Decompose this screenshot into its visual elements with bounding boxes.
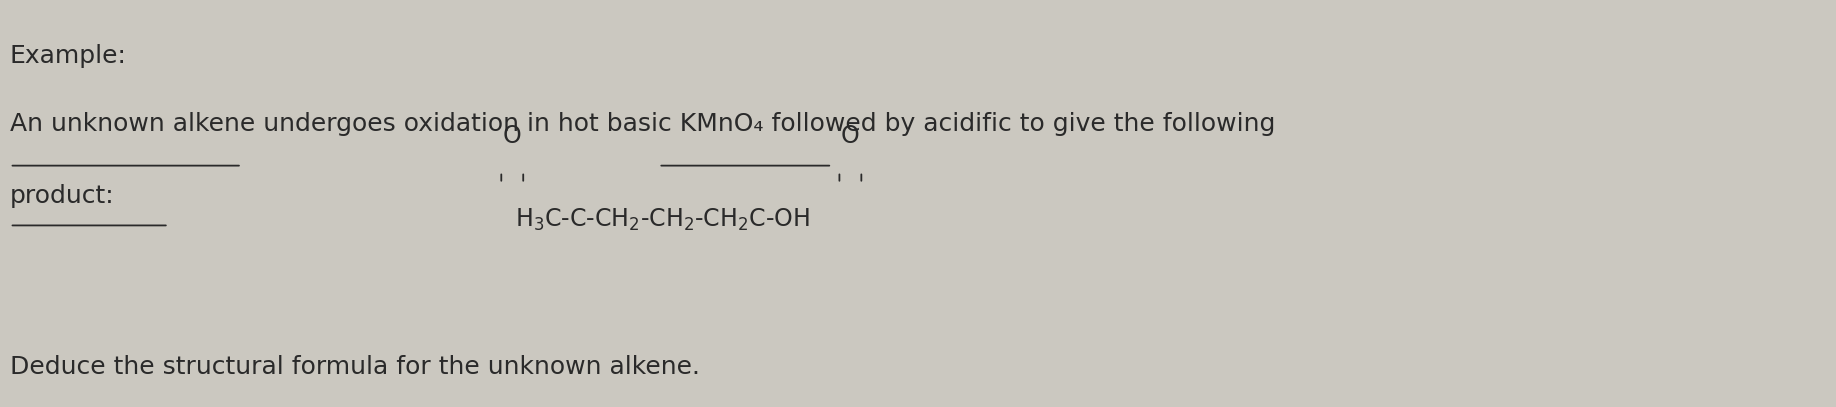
Text: product:: product: (9, 184, 114, 208)
Text: Deduce the structural formula for the unknown alkene.: Deduce the structural formula for the un… (9, 355, 700, 379)
Text: An unknown alkene undergoes oxidation in hot basic KMnO₄ followed by acidific to: An unknown alkene undergoes oxidation in… (9, 112, 1274, 136)
Text: O: O (503, 124, 521, 148)
Text: $\mathsf{H_3C{\text{-}}C{\text{-}}CH_2{\text{-}}CH_2{\text{-}}CH_2C{\text{-}}OH}: $\mathsf{H_3C{\text{-}}C{\text{-}}CH_2{\… (514, 206, 810, 232)
Text: O: O (841, 124, 859, 148)
Text: Example:: Example: (9, 44, 127, 68)
